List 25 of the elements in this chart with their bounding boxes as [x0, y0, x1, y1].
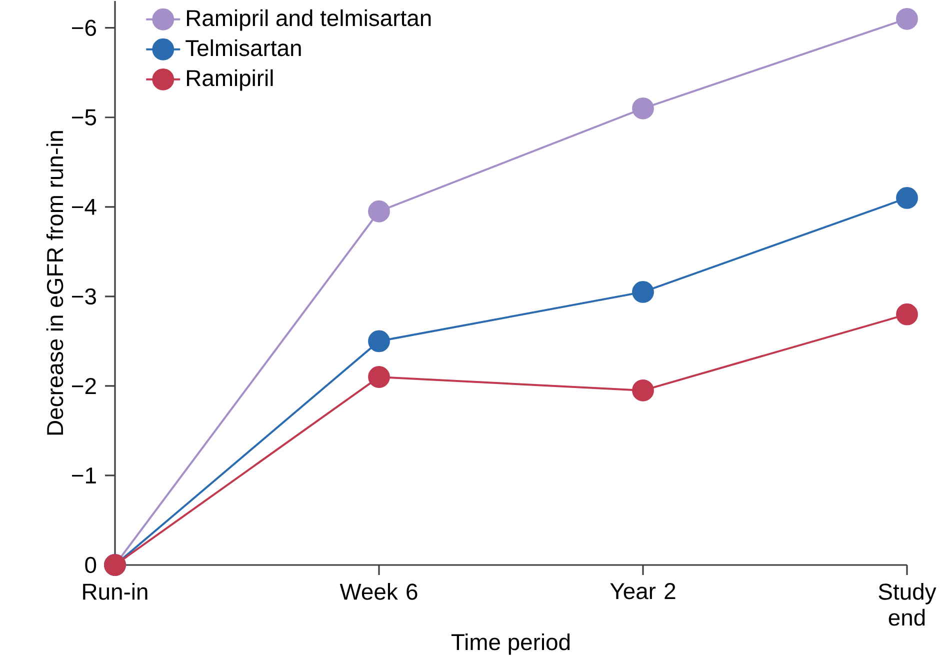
y-tick-label: 0 — [85, 556, 96, 574]
point — [368, 200, 390, 222]
y-tick-label: −2 — [72, 378, 96, 394]
y-tick-label: −5 — [72, 109, 96, 126]
point — [632, 379, 654, 402]
y-tick-label: −1 — [72, 468, 96, 484]
legend-label: Ramipiril — [187, 69, 273, 91]
point — [368, 366, 390, 388]
x-tick-label: Study end — [878, 583, 936, 626]
y-axis-title: Decrease in eGFR from run-in — [46, 131, 64, 435]
x-axis-title: Time period — [451, 633, 570, 655]
point — [896, 186, 918, 209]
y-tick-label: −3 — [72, 288, 96, 305]
y-tick-label: −4 — [72, 199, 96, 215]
point — [632, 280, 654, 303]
legend-label: Telmisartan — [186, 39, 301, 56]
point — [896, 303, 918, 326]
x-tick-label: Year 2 — [610, 583, 676, 600]
x-tick-label: Run-in — [83, 583, 148, 600]
y-tick-label: −6 — [72, 20, 96, 36]
x-tick-label: Week 6 — [340, 583, 418, 600]
point — [896, 8, 918, 30]
point — [368, 330, 390, 352]
legend-label: Ramipril and telmisartan — [187, 9, 431, 31]
point — [632, 97, 654, 120]
